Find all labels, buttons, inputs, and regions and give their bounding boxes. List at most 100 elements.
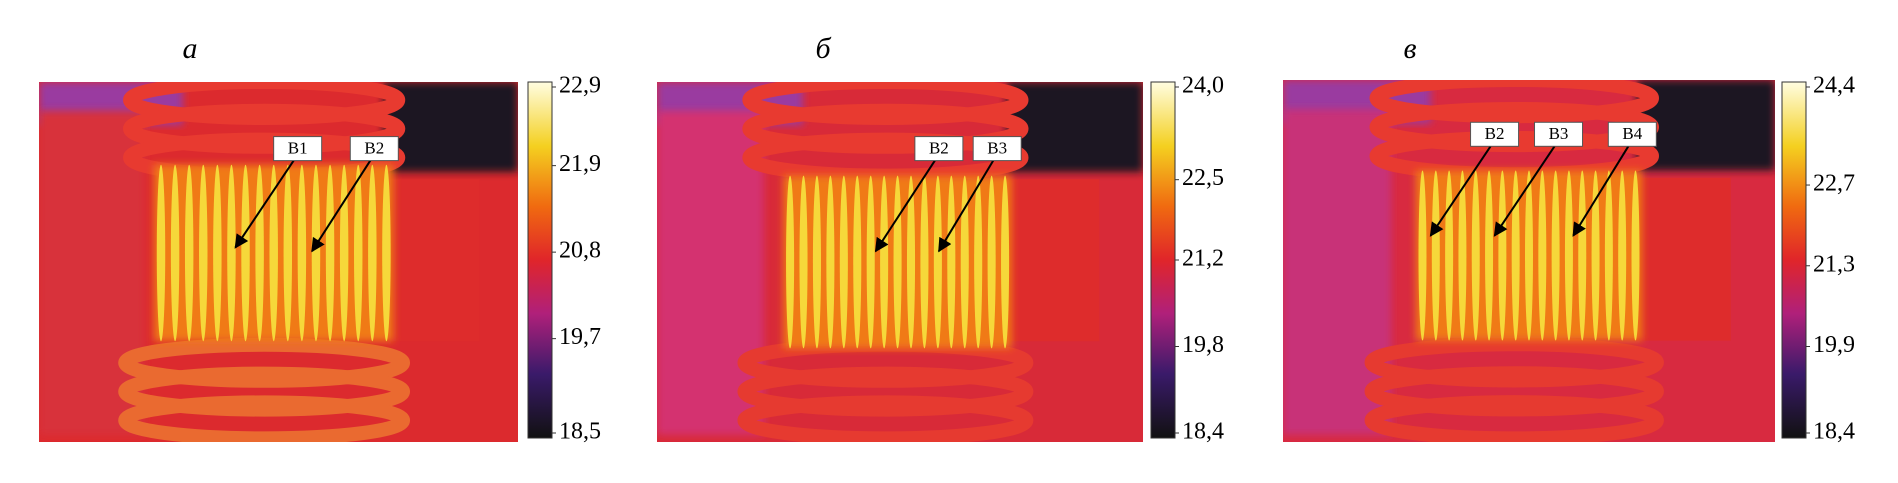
- thread-stripe: [920, 175, 929, 349]
- marker-arrow: [874, 160, 936, 253]
- thread-stripe: [297, 164, 307, 342]
- thread-stripe: [947, 175, 956, 349]
- marker-arrow: [938, 160, 995, 253]
- thermal-image: [657, 82, 1143, 442]
- thread-stripe: [1618, 170, 1627, 341]
- thread-stripe: [1001, 175, 1010, 349]
- colorbar-tick-label: 24,0: [1182, 73, 1224, 99]
- thread-stripe: [1551, 170, 1560, 341]
- colorbar-tick-label: 18,4: [1813, 419, 1855, 445]
- panel-label: в: [1403, 32, 1416, 65]
- colorbar-tick-label: 18,5: [559, 419, 601, 445]
- thread-stripe: [866, 175, 875, 349]
- thread-stripe: [241, 164, 250, 342]
- coil: [1369, 80, 1659, 124]
- thread-stripe: [786, 175, 795, 349]
- thread-stripe: [1498, 170, 1507, 341]
- colorbar-tick-label: 22,7: [1813, 171, 1855, 197]
- colorbar-tick-label: 22,9: [559, 73, 601, 99]
- thread-stripe: [799, 175, 808, 349]
- marker-label: B4: [1622, 124, 1642, 143]
- coil: [1364, 366, 1664, 417]
- thread-stripe: [1538, 170, 1547, 341]
- thread-stripe: [283, 164, 293, 342]
- colorbar-tick-label: 19,7: [559, 324, 601, 350]
- marker-label: B2: [929, 139, 949, 158]
- thread-stripe: [325, 164, 335, 342]
- coil: [737, 366, 1034, 417]
- marker-label: B2: [364, 139, 384, 158]
- colorbar-tick-label: 21,3: [1813, 251, 1855, 277]
- thread-stripe: [255, 164, 264, 342]
- thread-stripe: [311, 164, 321, 342]
- thread-stripe: [354, 164, 363, 342]
- marker-arrow: [234, 160, 295, 249]
- thread-stripe: [184, 164, 194, 342]
- thread-stripe: [1431, 170, 1440, 341]
- thread-stripe: [839, 175, 848, 349]
- thread-stripe: [1511, 170, 1520, 341]
- thread-block: [1002, 179, 1100, 342]
- thread-stripe: [1471, 170, 1480, 341]
- colorbar-tick-label: 19,8: [1182, 332, 1224, 358]
- thread-stripe: [199, 164, 208, 342]
- thread-stripe: [1604, 170, 1613, 341]
- thread-stripe: [812, 175, 821, 349]
- marker-box: [273, 136, 323, 162]
- thread-stripe: [227, 164, 236, 342]
- coil: [1364, 337, 1664, 388]
- thread-block: [383, 179, 480, 342]
- marker-label: B3: [987, 139, 1007, 158]
- thread-stripe: [880, 175, 889, 349]
- thread-stripe: [826, 175, 835, 349]
- colorbar-tick-label: 21,9: [559, 151, 601, 177]
- thread-stripe: [213, 164, 222, 342]
- thread-stripe: [1525, 170, 1533, 341]
- thread-stripe: [170, 164, 180, 342]
- marker-box: [349, 136, 399, 162]
- panel-label: а: [183, 32, 198, 65]
- colorbar-tick-label: 20,8: [559, 238, 601, 264]
- coil: [737, 395, 1034, 442]
- marker-label: B1: [288, 139, 308, 158]
- marker-box: [1607, 121, 1657, 147]
- cold-region: [383, 82, 518, 172]
- cold-region: [1006, 82, 1143, 172]
- marker-box: [1470, 121, 1520, 147]
- marker-arrow: [1429, 145, 1492, 237]
- thread-stripe: [269, 164, 278, 342]
- thread-stripe: [1418, 170, 1427, 341]
- marker-label: B2: [1485, 124, 1505, 143]
- marker-arrow: [311, 160, 372, 253]
- colorbar-tick-label: 19,9: [1813, 332, 1855, 358]
- coil: [123, 82, 406, 125]
- thread-stripe: [1578, 170, 1587, 341]
- thread-stripe: [1591, 170, 1600, 341]
- thread-stripe: [368, 164, 377, 342]
- panel: в B2 B3 B4 24,4 22,7 21,3 19,9 18,4: [1283, 32, 1855, 445]
- thread-stripe: [987, 175, 996, 349]
- thread-stripe: [156, 164, 166, 342]
- marker-label: B3: [1549, 124, 1569, 143]
- thread-stripe: [1445, 170, 1454, 341]
- colorbar-tick-label: 24,4: [1813, 73, 1855, 99]
- colorbar-tick-label: 22,5: [1182, 165, 1224, 191]
- thread-stripe: [974, 175, 983, 349]
- coil: [118, 395, 410, 442]
- colorbar-tick-label: 21,2: [1182, 246, 1224, 272]
- thread-stripe: [1485, 170, 1494, 341]
- thread-stripe: [960, 175, 969, 349]
- marker-box: [1534, 121, 1584, 147]
- thread-stripe: [1458, 170, 1467, 341]
- colorbar-tick-label: 18,4: [1182, 419, 1224, 445]
- colorbar: [527, 81, 553, 439]
- colorbar: [1150, 81, 1176, 439]
- thread-stripe: [382, 164, 391, 342]
- thread-stripe: [339, 164, 349, 342]
- coil: [118, 337, 411, 388]
- thread-stripe: [853, 175, 862, 349]
- thermal-image: [1283, 80, 1775, 442]
- marker-box: [972, 136, 1022, 162]
